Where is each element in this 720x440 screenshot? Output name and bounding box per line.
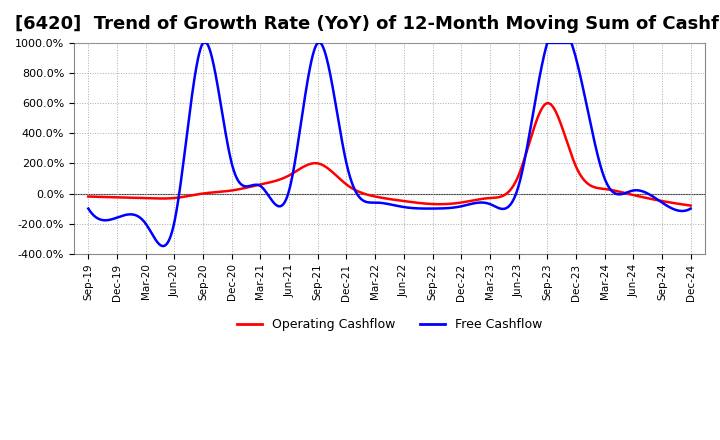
Title: [6420]  Trend of Growth Rate (YoY) of 12-Month Moving Sum of Cashflows: [6420] Trend of Growth Rate (YoY) of 12-…	[14, 15, 720, 33]
Legend: Operating Cashflow, Free Cashflow: Operating Cashflow, Free Cashflow	[232, 313, 547, 336]
